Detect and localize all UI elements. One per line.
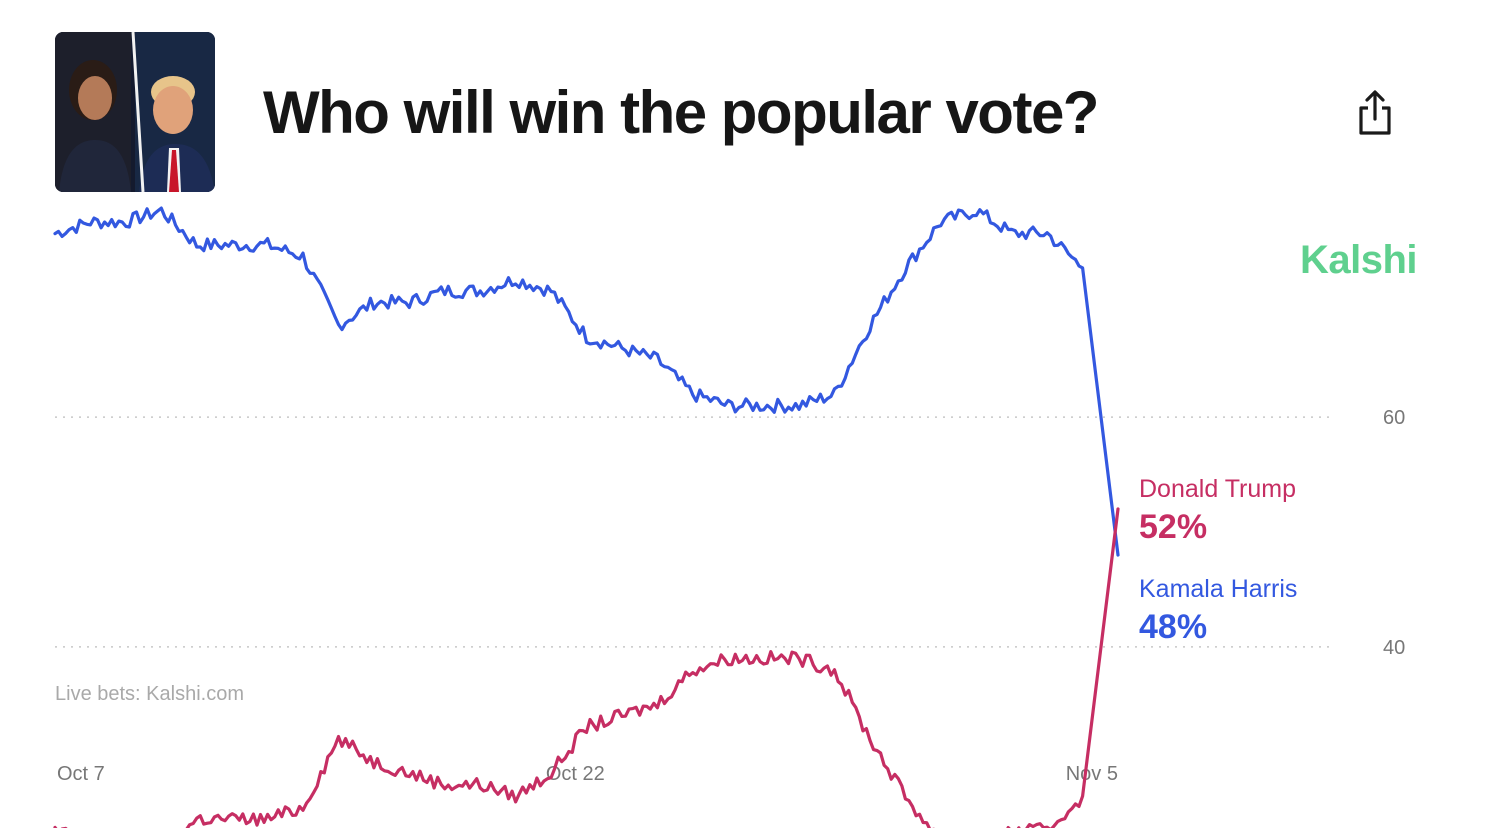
- kalshi-logo[interactable]: Kalshi: [1300, 238, 1418, 282]
- series-line-kamala-harris: [53, 206, 1120, 557]
- chart-watermark: Live bets: Kalshi.com: [55, 683, 244, 705]
- y-tick-label: 40: [1383, 637, 1405, 659]
- x-tick-label: Nov 5: [1066, 763, 1118, 785]
- share-button[interactable]: [1352, 88, 1398, 138]
- legend-percent: 52%: [1139, 508, 1207, 546]
- series-line-donald-trump: [53, 507, 1120, 828]
- x-axis: Oct 7 Oct 22 Nov 5: [57, 763, 1118, 785]
- legend-name: Donald Trump: [1139, 475, 1296, 503]
- x-tick-label: Oct 22: [546, 763, 605, 785]
- legend: Donald Trump 52% Kamala Harris 48%: [1139, 475, 1297, 646]
- event-thumbnail: [55, 32, 215, 192]
- x-tick-label: Oct 7: [57, 763, 105, 785]
- share-icon: [1359, 90, 1391, 135]
- page-title: Who will win the popular vote?: [263, 79, 1099, 146]
- y-tick-label: 60: [1383, 407, 1405, 429]
- candidates-photo: [55, 32, 215, 192]
- legend-name: Kamala Harris: [1139, 575, 1297, 603]
- y-axis: 60 40: [1383, 407, 1405, 659]
- legend-percent: 48%: [1139, 608, 1207, 646]
- series-lines: [53, 206, 1120, 828]
